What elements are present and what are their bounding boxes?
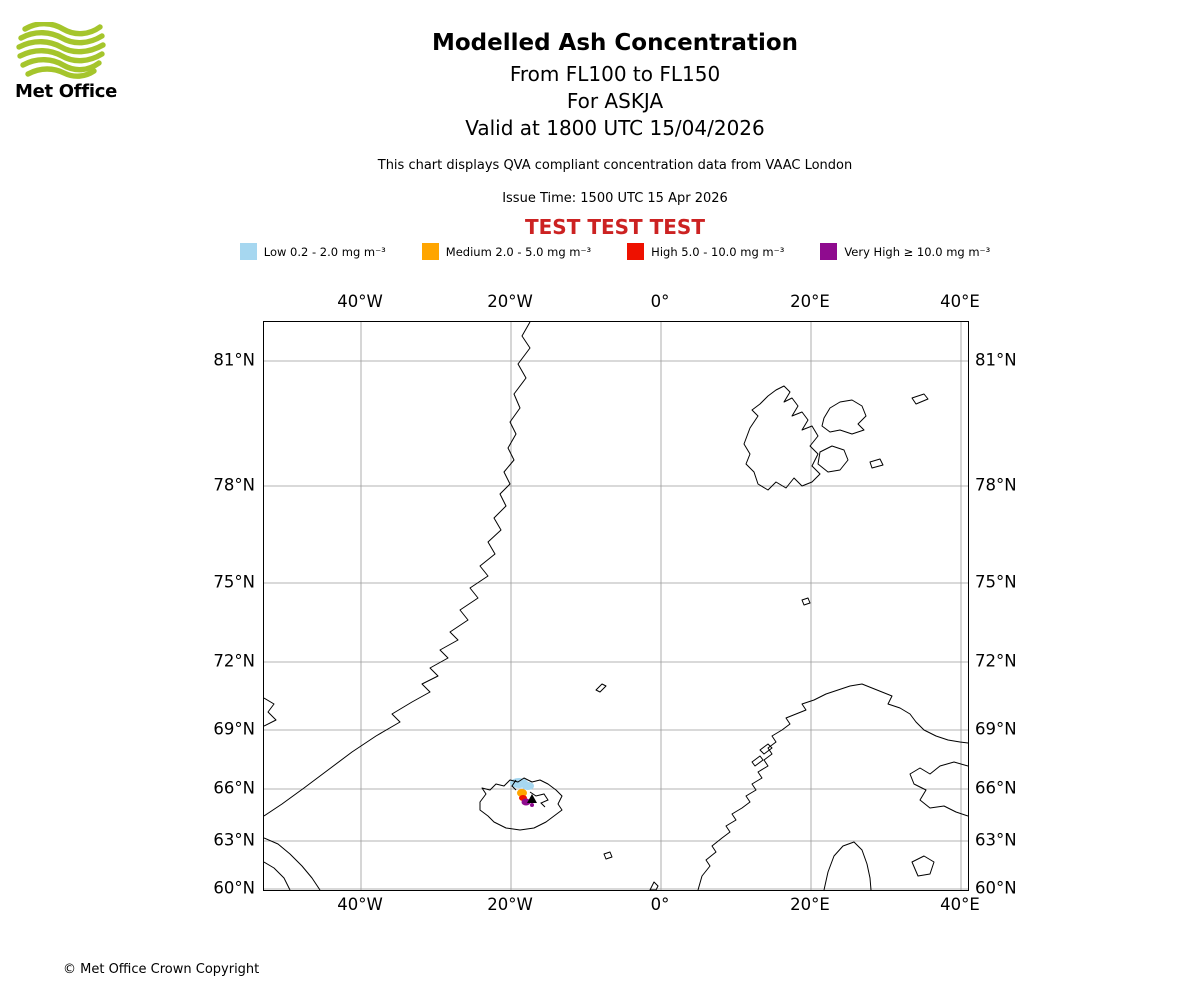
medium-swatch <box>421 243 439 260</box>
lat-tick-right-81n: 81°N <box>975 350 1017 370</box>
greenland-south-tip-coastline <box>264 837 321 890</box>
faroe-islands <box>603 851 613 860</box>
lake-ladoga-outline <box>911 855 935 877</box>
lon-tick-top-20e: 20°E <box>790 292 830 311</box>
graticule-gridlines <box>264 322 968 890</box>
legend-item-low: Low 0.2 - 2.0 mg m⁻³ <box>239 243 386 260</box>
copyright-notice: © Met Office Crown Copyright <box>63 962 260 977</box>
lat-tick-left-72n: 72°N <box>213 651 255 671</box>
volcano-name: For ASKJA <box>566 89 664 113</box>
lon-tick-bottom-20e: 20°E <box>790 895 830 914</box>
met-office-logo-text: Met Office <box>15 81 118 102</box>
lofoten-island-1 <box>759 743 773 755</box>
kong-karls-land-island <box>869 458 884 469</box>
medium-label: Medium 2.0 - 5.0 mg m⁻³ <box>445 244 592 259</box>
lon-tick-bottom-0: 0° <box>650 895 670 914</box>
iceland-coastline <box>479 777 563 831</box>
lon-tick-bottom-40w: 40°W <box>337 895 383 914</box>
white-sea-coastline <box>909 761 968 817</box>
met-office-logo-icon <box>16 22 106 79</box>
kvitoya-island <box>911 393 929 405</box>
map-plot-area <box>263 321 969 891</box>
very-high-swatch <box>820 243 838 260</box>
svalbard-nordaustlandet-coastline <box>821 399 867 435</box>
logo-waves <box>16 22 106 79</box>
lon-tick-bottom-40e: 40°E <box>940 895 980 914</box>
greenland-south-tip-coastline-2 <box>264 861 291 890</box>
greenland-east-coastline <box>264 322 531 817</box>
gulf-of-bothnia-coastline <box>823 841 872 890</box>
shetland-islands <box>649 881 659 890</box>
lofoten-island-2 <box>751 755 764 767</box>
lon-tick-top-40w: 40°W <box>337 292 383 311</box>
svalbard-spitsbergen-coastline <box>743 385 821 491</box>
compliance-note: This chart displays QVA compliant concen… <box>377 158 853 173</box>
lat-tick-left-69n: 69°N <box>213 719 255 739</box>
lat-tick-left-75n: 75°N <box>213 572 255 592</box>
valid-time: Valid at 1800 UTC 15/04/2026 <box>465 116 765 140</box>
lat-tick-right-75n: 75°N <box>975 572 1017 592</box>
page-title: Modelled Ash Concentration <box>431 30 799 56</box>
greenland-coast-edge-fjords <box>264 697 277 727</box>
met-office-logo: Met Office <box>15 22 145 102</box>
lat-tick-right-60n: 60°N <box>975 878 1017 898</box>
concentration-legend: Low 0.2 - 2.0 mg m⁻³ Medium 2.0 - 5.0 mg… <box>30 243 1200 260</box>
test-banner: TEST TEST TEST <box>525 215 705 239</box>
jan-mayen-island <box>595 683 607 693</box>
lat-tick-left-60n: 60°N <box>213 878 255 898</box>
lat-tick-left-63n: 63°N <box>213 830 255 850</box>
ash-plume-medium-blob <box>517 789 527 797</box>
lat-tick-right-66n: 66°N <box>975 778 1017 798</box>
high-swatch <box>627 243 645 260</box>
lat-tick-left-81n: 81°N <box>213 350 255 370</box>
ash-plume-very-high-blob-2 <box>530 803 534 807</box>
lon-tick-top-40e: 40°E <box>940 292 980 311</box>
lat-tick-right-78n: 78°N <box>975 475 1017 495</box>
flight-level-range: From FL100 to FL150 <box>509 62 721 86</box>
issue-time: Issue Time: 1500 UTC 15 Apr 2026 <box>502 191 728 206</box>
lat-tick-right-63n: 63°N <box>975 830 1017 850</box>
legend-item-high: High 5.0 - 10.0 mg m⁻³ <box>627 243 784 260</box>
lon-tick-bottom-20w: 20°W <box>487 895 533 914</box>
lon-tick-top-20w: 20°W <box>487 292 533 311</box>
scandinavia-coastline <box>697 683 968 890</box>
ash-plume-contour <box>511 779 549 808</box>
volcano-marker-askja <box>527 794 537 803</box>
lat-tick-right-72n: 72°N <box>975 651 1017 671</box>
ash-plume-very-high-blob <box>521 798 531 806</box>
low-label: Low 0.2 - 2.0 mg m⁻³ <box>263 244 386 259</box>
low-swatch <box>239 243 257 260</box>
lat-tick-left-66n: 66°N <box>213 778 255 798</box>
lat-tick-left-78n: 78°N <box>213 475 255 495</box>
very-high-label: Very High ≥ 10.0 mg m⁻³ <box>844 244 991 259</box>
legend-item-medium: Medium 2.0 - 5.0 mg m⁻³ <box>421 243 592 260</box>
lon-tick-top-0: 0° <box>650 292 670 311</box>
ash-plume-low-blob-2 <box>522 782 534 790</box>
legend-item-very-high: Very High ≥ 10.0 mg m⁻³ <box>820 243 990 260</box>
svalbard-edgeoya-coastline <box>817 445 849 473</box>
high-label: High 5.0 - 10.0 mg m⁻³ <box>651 244 785 259</box>
north-atlantic-map <box>264 322 968 890</box>
lat-tick-right-69n: 69°N <box>975 719 1017 739</box>
bear-island <box>801 597 811 606</box>
